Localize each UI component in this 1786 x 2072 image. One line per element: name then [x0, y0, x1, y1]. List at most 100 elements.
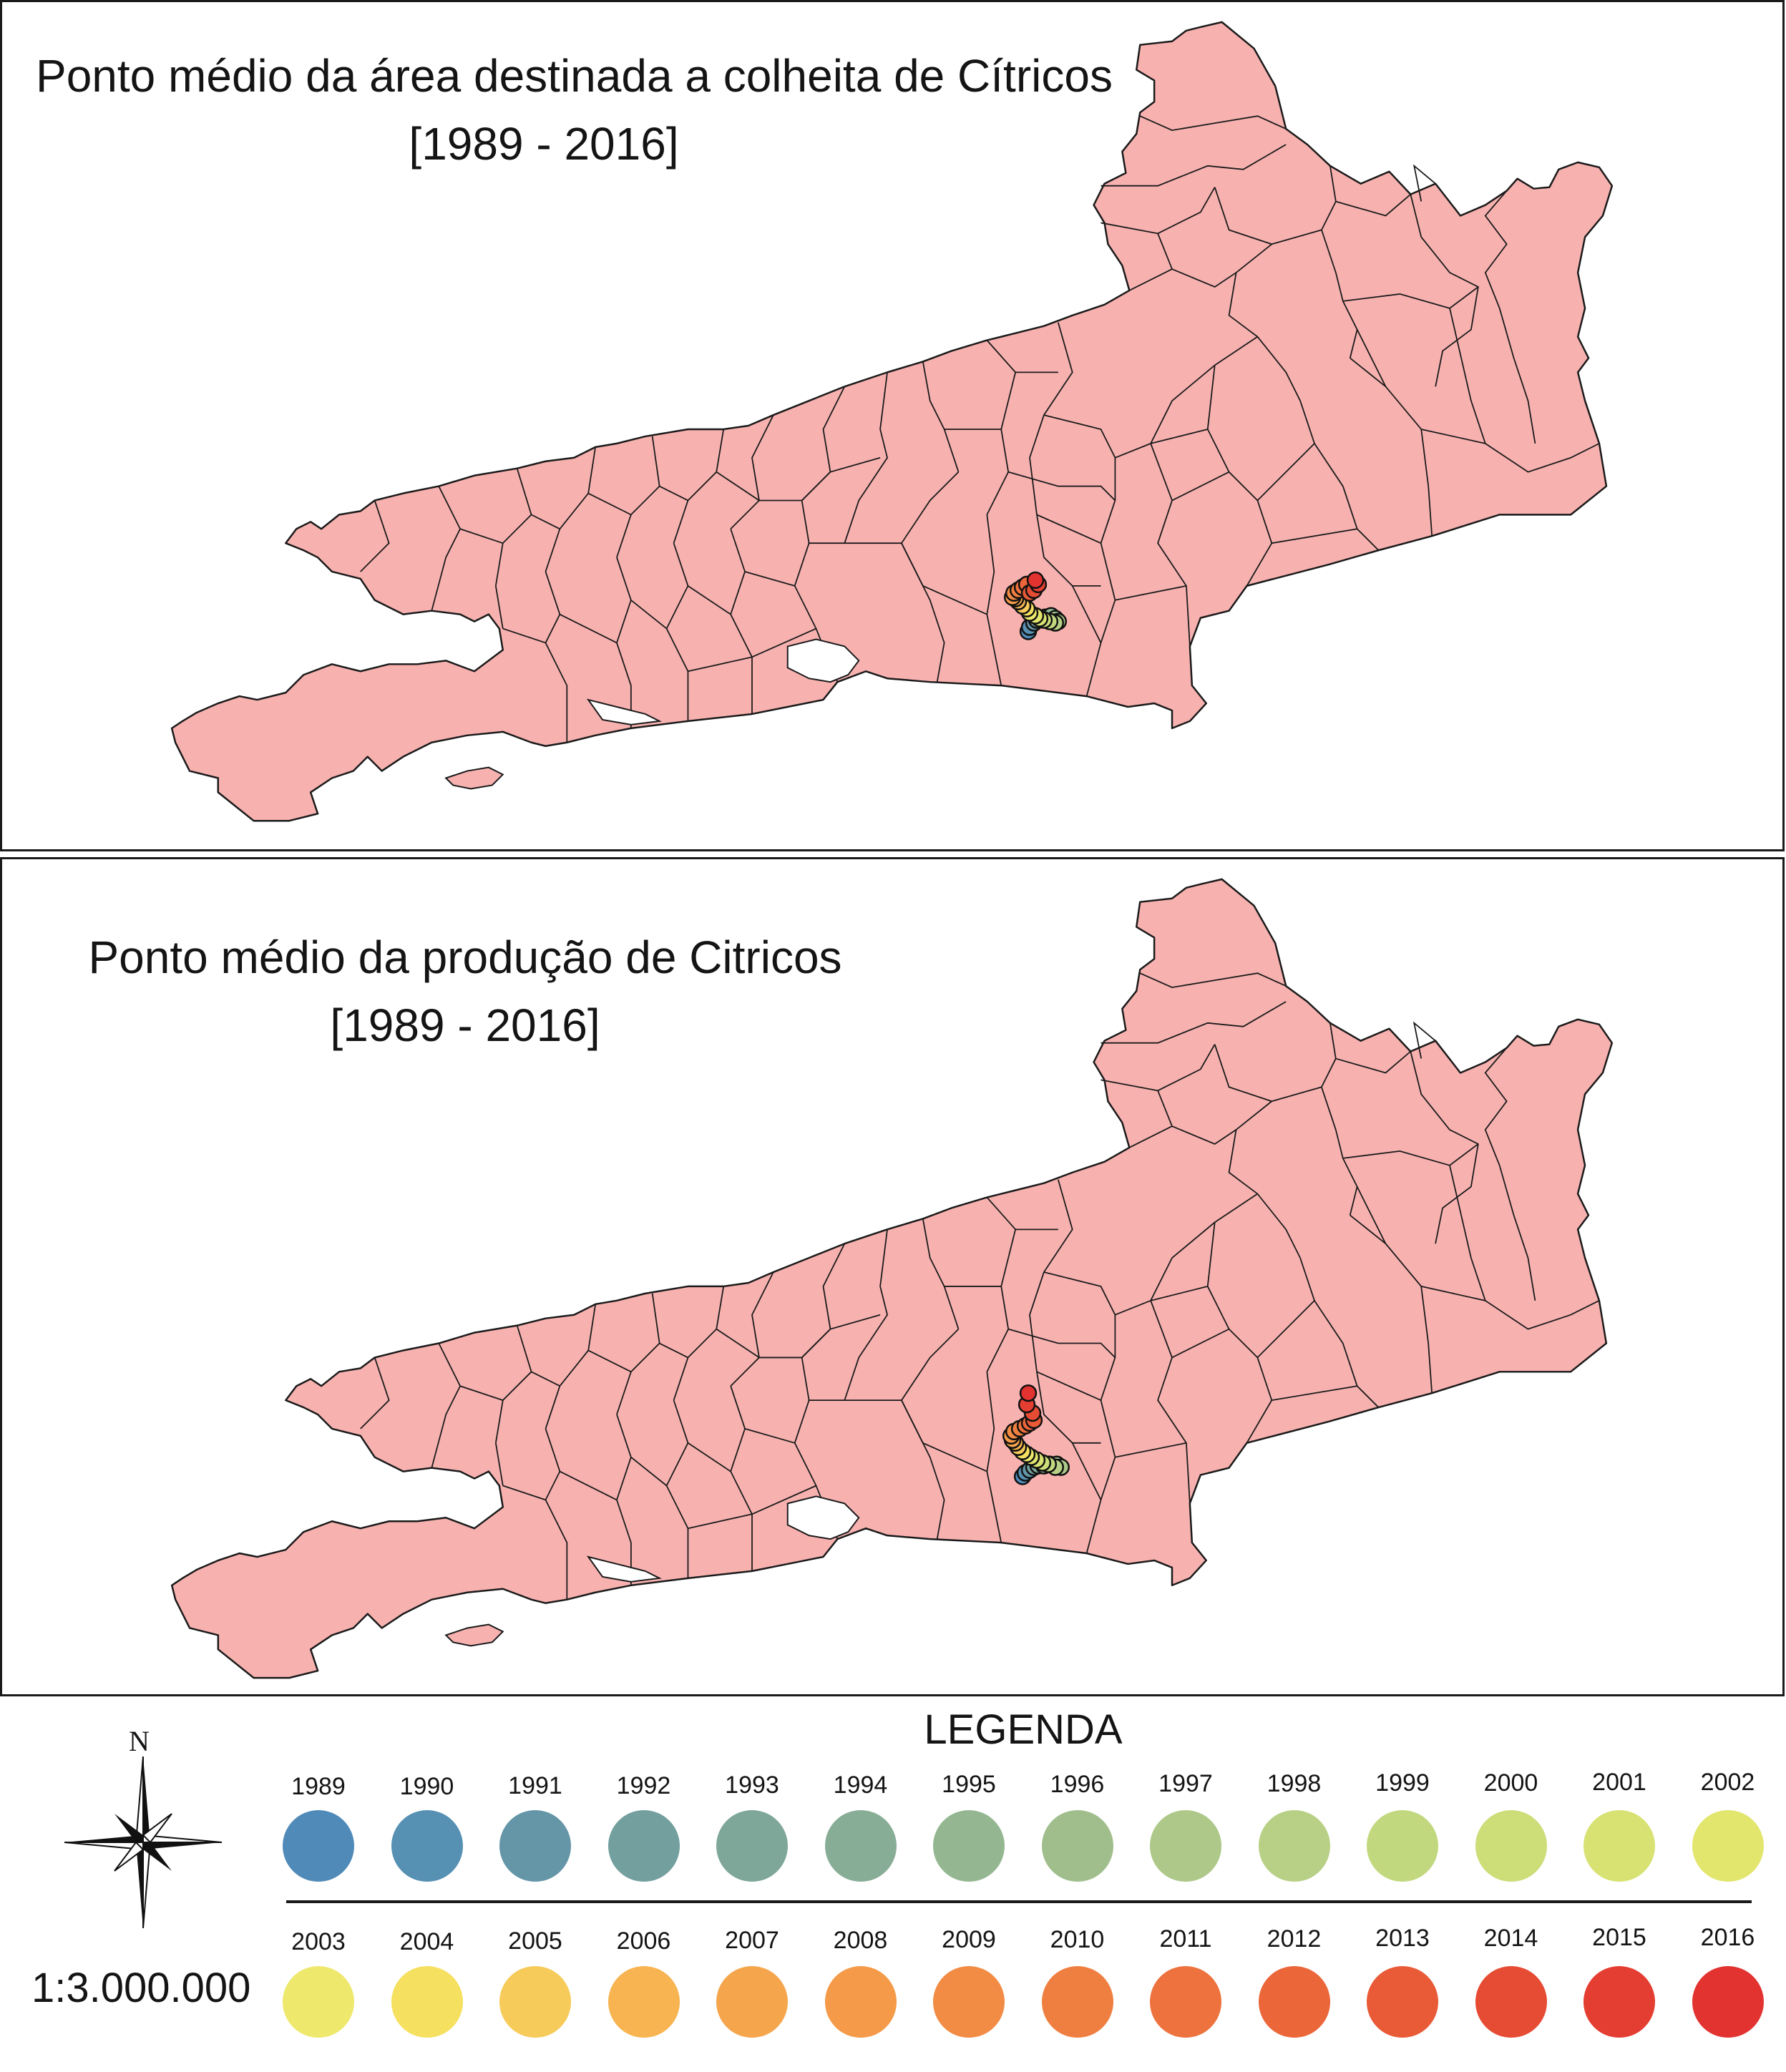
- municipality-boundary: [1101, 144, 1287, 187]
- municipality-boundary: [459, 528, 504, 544]
- municipality-boundary: [1128, 268, 1173, 291]
- legend-color-swatch: [1692, 1966, 1764, 2038]
- municipality-boundary: [1256, 443, 1315, 502]
- municipality-boundary: [1150, 1300, 1191, 1504]
- legend-color-swatch: [1367, 1810, 1438, 1882]
- municipality-boundary: [1449, 308, 1600, 473]
- legend-year-label: 1998: [1267, 1769, 1322, 1797]
- municipality-boundary: [1036, 514, 1101, 544]
- legend-year-label: 2016: [1700, 1923, 1755, 1951]
- municipality-boundary: [545, 1304, 597, 1430]
- municipality-boundary: [531, 514, 560, 530]
- municipality-boundary: [494, 585, 504, 629]
- municipality-boundary: [1421, 1286, 1485, 1301]
- municipality-boundary: [688, 656, 753, 673]
- legend-year-label: 2002: [1700, 1768, 1755, 1796]
- municipality-boundary: [616, 1293, 660, 1415]
- municipality-boundary: [559, 613, 618, 644]
- municipality-boundary: [616, 1414, 632, 1585]
- municipality-boundary: [1115, 336, 1258, 459]
- municipality-boundary: [1335, 193, 1411, 217]
- legend-color-swatch: [1584, 1966, 1655, 2038]
- legend-year-label: 1999: [1375, 1769, 1430, 1797]
- municipality-boundary: [1335, 1050, 1411, 1074]
- municipality-boundary: [1085, 1314, 1116, 1554]
- legend-color-swatch: [1150, 1810, 1221, 1882]
- legend-color-swatch: [1475, 1810, 1547, 1882]
- municipality-boundary: [1071, 585, 1102, 643]
- midpoint-2016: [1019, 1384, 1038, 1402]
- legend-color-swatch: [283, 1810, 354, 1882]
- municipality-boundary: [716, 471, 760, 502]
- municipality-boundary: [1036, 1372, 1101, 1444]
- municipality-boundary: [1036, 514, 1101, 587]
- municipality-boundary: [494, 1325, 532, 1443]
- state-outline: [170, 21, 1614, 822]
- municipality-boundary: [1150, 429, 1208, 444]
- legend-year-label: 2006: [616, 1927, 671, 1955]
- municipality-boundary: [545, 1428, 568, 1600]
- map-title-harvest-area: Ponto médio da área destinada a colheita…: [36, 50, 1113, 102]
- municipality-boundary: [630, 600, 668, 630]
- municipality-boundary: [1128, 1125, 1173, 1148]
- municipality-boundary: [559, 1470, 618, 1501]
- municipality-boundary: [730, 1271, 774, 1387]
- legend-color-swatch: [1258, 1810, 1330, 1882]
- rio-state-map-2: [170, 878, 1614, 1679]
- municipality-boundary: [1115, 1193, 1258, 1316]
- municipality-boundary: [751, 627, 816, 658]
- legend-year-label: 1992: [616, 1772, 671, 1799]
- compass-rose-icon: [64, 1756, 222, 1928]
- municipality-boundary: [986, 514, 1002, 686]
- map-period-production: [1989 - 2016]: [330, 1000, 600, 1051]
- state-outline-group: [170, 878, 1614, 1679]
- municipality-boundary: [844, 1229, 889, 1401]
- municipality-boundary: [922, 361, 960, 472]
- legend-color-swatch: [1258, 1966, 1330, 2038]
- legend-color-swatch: [824, 1966, 897, 2038]
- legend-color-swatch: [283, 1966, 354, 2038]
- municipality-boundary: [459, 1385, 504, 1401]
- map-panel-production: [0, 857, 1785, 1696]
- municipality-boundary: [494, 1442, 504, 1486]
- legend-year-label: 2007: [725, 1927, 779, 1954]
- municipality-boundary: [1350, 1214, 1387, 1244]
- island: [444, 766, 504, 790]
- municipality-boundary: [1115, 1442, 1187, 1458]
- legend-year-label: 1993: [725, 1772, 779, 1799]
- legend-color-swatch: [933, 1966, 1005, 2038]
- municipality-boundary: [1085, 457, 1116, 697]
- legend-year-label: 1995: [942, 1771, 996, 1798]
- midpoint-series-production: [1002, 1384, 1070, 1485]
- municipality-boundary: [716, 1328, 760, 1359]
- municipality-boundary: [1214, 1022, 1337, 1103]
- municipality-boundary: [1299, 1257, 1380, 1408]
- municipality-boundary: [659, 485, 688, 502]
- municipality-boundary: [360, 500, 390, 572]
- municipality-boundary: [431, 1343, 462, 1468]
- municipality-boundary: [1206, 365, 1273, 587]
- legend-color-swatch: [933, 1810, 1005, 1882]
- municipality-boundary: [545, 446, 596, 572]
- municipality-boundary: [1150, 443, 1191, 647]
- municipality-boundary: [502, 1485, 546, 1501]
- legend-color-swatch: [1041, 1966, 1113, 2038]
- municipality-boundary: [744, 571, 795, 587]
- legend-color-swatch: [1692, 1810, 1764, 1882]
- legend-color-swatch: [1367, 1966, 1438, 2038]
- legend-year-label: 2011: [1159, 1925, 1212, 1953]
- municipality-boundary: [1101, 1001, 1287, 1044]
- municipality-boundary: [1007, 1328, 1116, 1359]
- municipality-boundary: [587, 1349, 632, 1373]
- legend-color-swatch: [499, 1810, 571, 1882]
- municipality-boundary: [1484, 190, 1536, 444]
- municipality-boundary: [1342, 1143, 1479, 1166]
- municipality-boundary: [673, 1286, 725, 1401]
- municipality-boundary: [1214, 165, 1337, 245]
- state-outline: [170, 878, 1614, 1679]
- municipality-boundary: [1206, 1222, 1273, 1444]
- municipality-boundary: [587, 492, 632, 516]
- legend-year-label: 2013: [1375, 1925, 1430, 1952]
- municipality-boundary: [751, 1485, 816, 1515]
- north-label: N: [129, 1725, 150, 1757]
